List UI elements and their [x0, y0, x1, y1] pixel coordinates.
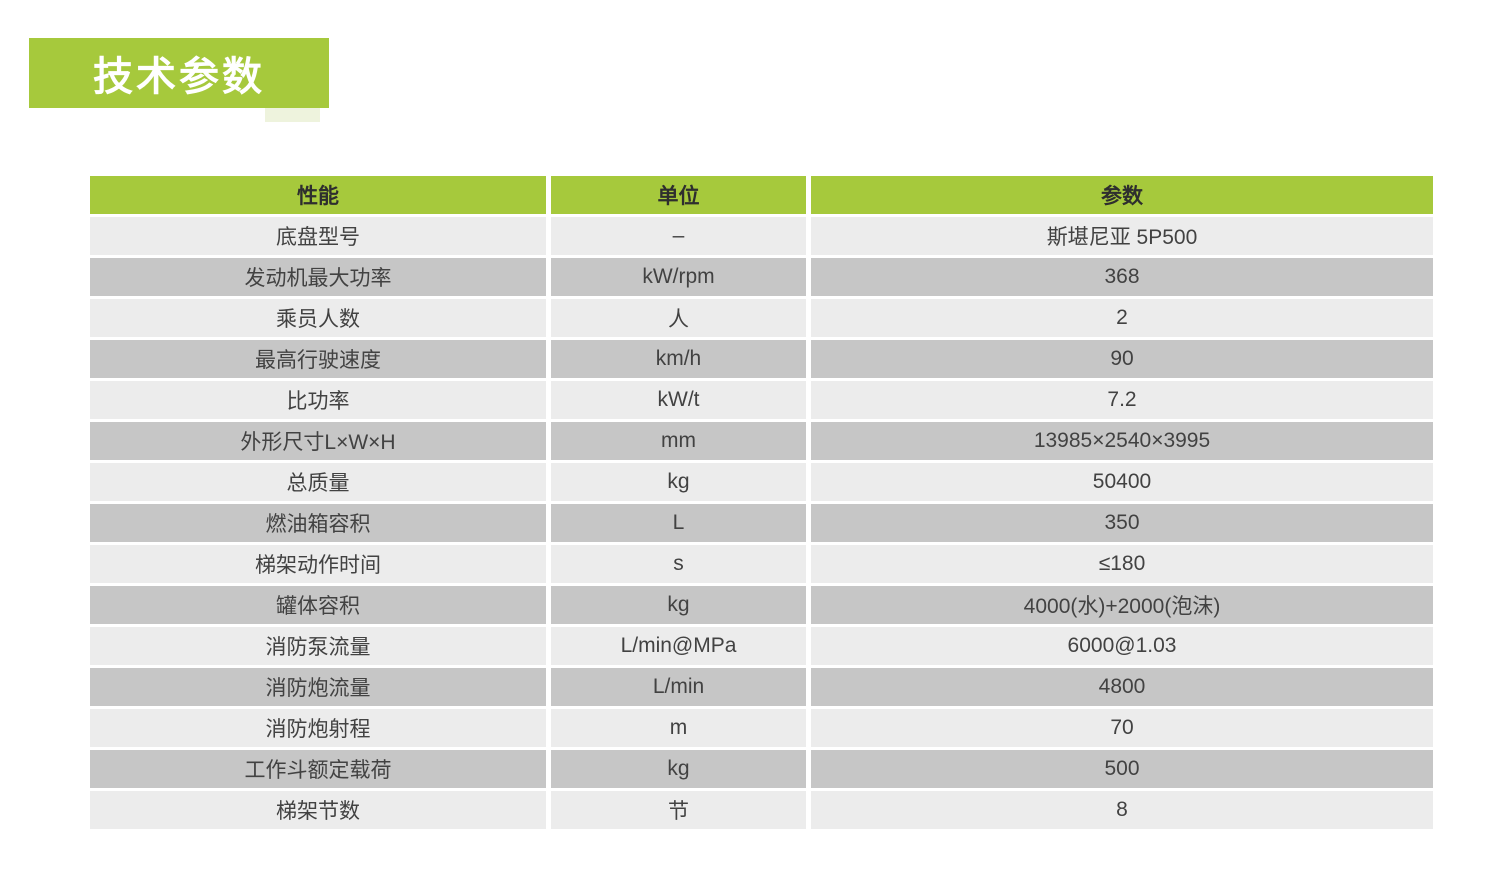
spec-unit-cell: kg	[551, 463, 806, 501]
spec-name-cell: 罐体容积	[90, 586, 546, 624]
spec-unit-cell: kW/rpm	[551, 258, 806, 296]
spec-unit-cell: kg	[551, 586, 806, 624]
spec-name-cell: 最高行驶速度	[90, 340, 546, 378]
spec-value-cell: 90	[811, 340, 1433, 378]
spec-name-cell: 消防炮射程	[90, 709, 546, 747]
column-header: 性能	[90, 176, 546, 214]
spec-name-cell: 燃油箱容积	[90, 504, 546, 542]
spec-name-cell: 总质量	[90, 463, 546, 501]
spec-unit-cell: m	[551, 709, 806, 747]
spec-value-cell: 500	[811, 750, 1433, 788]
spec-name-cell: 梯架动作时间	[90, 545, 546, 583]
spec-unit-cell: km/h	[551, 340, 806, 378]
spec-unit-cell: L	[551, 504, 806, 542]
spec-value-cell: 13985×2540×3995	[811, 422, 1433, 460]
spec-unit-cell: mm	[551, 422, 806, 460]
spec-value-cell: 斯堪尼亚 5P500	[811, 217, 1433, 255]
spec-name-cell: 乘员人数	[90, 299, 546, 337]
spec-unit-cell: L/min@MPa	[551, 627, 806, 665]
spec-name-cell: 比功率	[90, 381, 546, 419]
spec-value-cell: 8	[811, 791, 1433, 829]
spec-name-cell: 发动机最大功率	[90, 258, 546, 296]
spec-value-cell: 2	[811, 299, 1433, 337]
spec-name-cell: 工作斗额定载荷	[90, 750, 546, 788]
spec-value-cell: 70	[811, 709, 1433, 747]
spec-unit-cell: 节	[551, 791, 806, 829]
column-header: 参数	[811, 176, 1433, 214]
spec-name-cell: 底盘型号	[90, 217, 546, 255]
spec-value-cell: 50400	[811, 463, 1433, 501]
page-title: 技术参数	[29, 38, 329, 108]
spec-name-cell: 外形尺寸L×W×H	[90, 422, 546, 460]
spec-value-cell: 4000(水)+2000(泡沫)	[811, 586, 1433, 624]
spec-value-cell: 4800	[811, 668, 1433, 706]
spec-unit-cell: s	[551, 545, 806, 583]
spec-name-cell: 消防炮流量	[90, 668, 546, 706]
spec-unit-cell: –	[551, 217, 806, 255]
spec-name-cell: 梯架节数	[90, 791, 546, 829]
spec-table: 性能 单位 参数底盘型号 – 斯堪尼亚 5P500 发动机最大功率 kW/rpm 368 乘员人…	[90, 176, 1433, 829]
spec-unit-cell: kW/t	[551, 381, 806, 419]
spec-unit-cell: kg	[551, 750, 806, 788]
spec-unit-cell: 人	[551, 299, 806, 337]
spec-value-cell: 6000@1.03	[811, 627, 1433, 665]
column-header: 单位	[551, 176, 806, 214]
spec-value-cell: 7.2	[811, 381, 1433, 419]
spec-value-cell: 368	[811, 258, 1433, 296]
title-badge-shadow	[265, 108, 320, 122]
spec-name-cell: 消防泵流量	[90, 627, 546, 665]
spec-value-cell: ≤180	[811, 545, 1433, 583]
spec-unit-cell: L/min	[551, 668, 806, 706]
spec-value-cell: 350	[811, 504, 1433, 542]
